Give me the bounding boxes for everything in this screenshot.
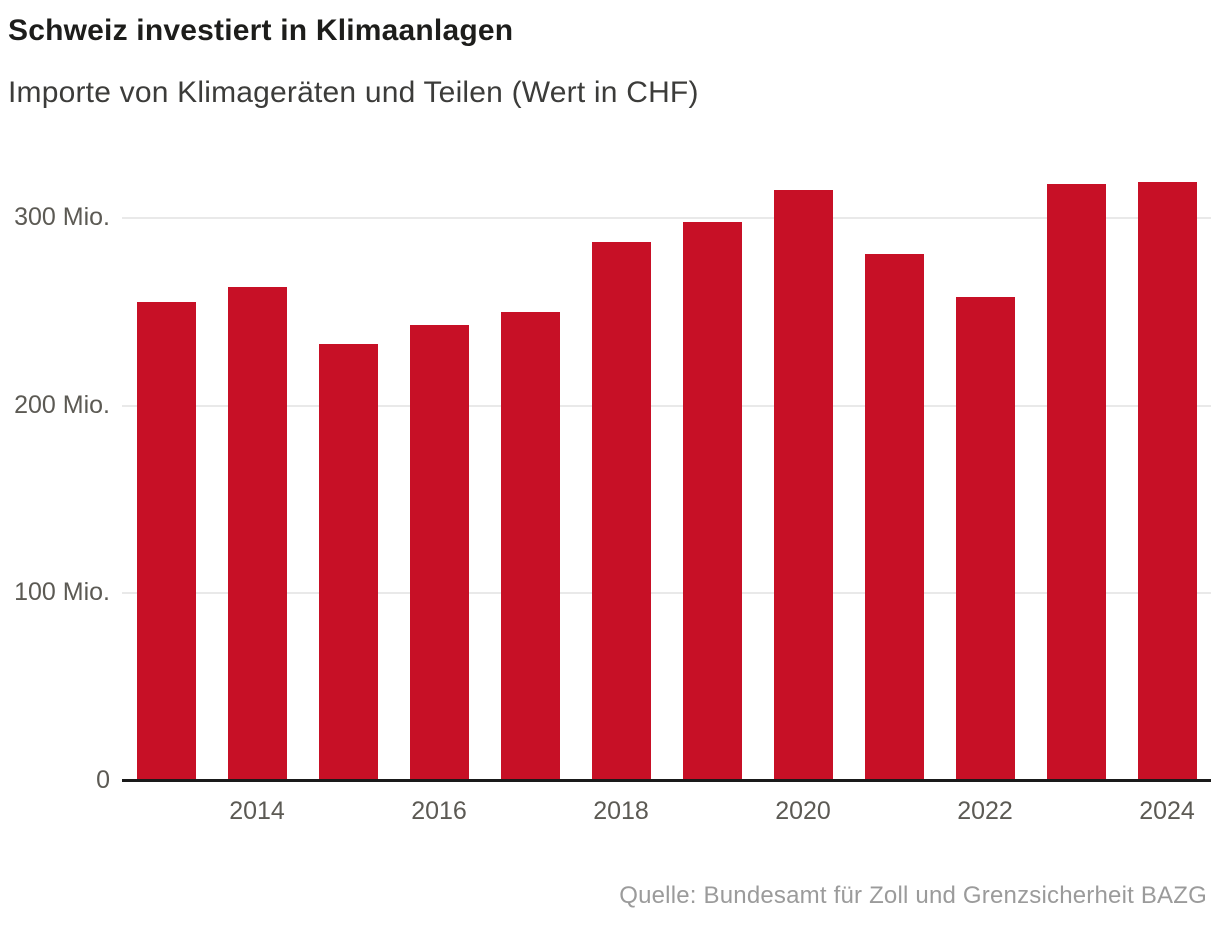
bar-2022 — [955, 296, 1015, 781]
y-tick-label-100: 100 Mio. — [14, 578, 110, 607]
x-tick-label-2016: 2016 — [411, 797, 467, 825]
bar-2023 — [1046, 184, 1106, 781]
bar-2021 — [864, 253, 924, 781]
gridline-300 — [122, 217, 1211, 219]
chart-subtitle: Importe von Klimageräten und Teilen (Wer… — [8, 76, 699, 109]
gridline-200 — [122, 404, 1211, 407]
bar-2016 — [409, 324, 469, 781]
bar-2018 — [591, 242, 651, 781]
bar-2015 — [318, 343, 378, 781]
bar-2019 — [682, 221, 742, 781]
y-tick-label-300: 300 Mio. — [14, 203, 110, 231]
bar-2014 — [227, 287, 287, 781]
gridline-100 — [122, 592, 1211, 595]
x-tick-label-2024: 2024 — [1139, 797, 1195, 825]
y-tick-label-0: 0 — [96, 766, 110, 794]
bar-2024 — [1137, 182, 1197, 781]
x-tick-label-2020: 2020 — [775, 797, 831, 825]
bar-2013 — [136, 302, 196, 781]
chart-title: Schweiz investiert in Klimaanlagen — [8, 14, 514, 47]
bar-2020 — [773, 189, 833, 781]
x-tick-label-2014: 2014 — [229, 797, 285, 825]
source-caption: Quelle: Bundesamt für Zoll und Grenzsich… — [619, 882, 1207, 909]
y-tick-label-200: 200 Mio. — [14, 390, 110, 419]
x-tick-label-2022: 2022 — [957, 797, 1013, 825]
x-axis-line — [122, 779, 1211, 782]
bar-2017 — [500, 311, 560, 781]
x-tick-label-2018: 2018 — [593, 797, 649, 825]
bar-chart-plot-area — [122, 170, 1211, 781]
